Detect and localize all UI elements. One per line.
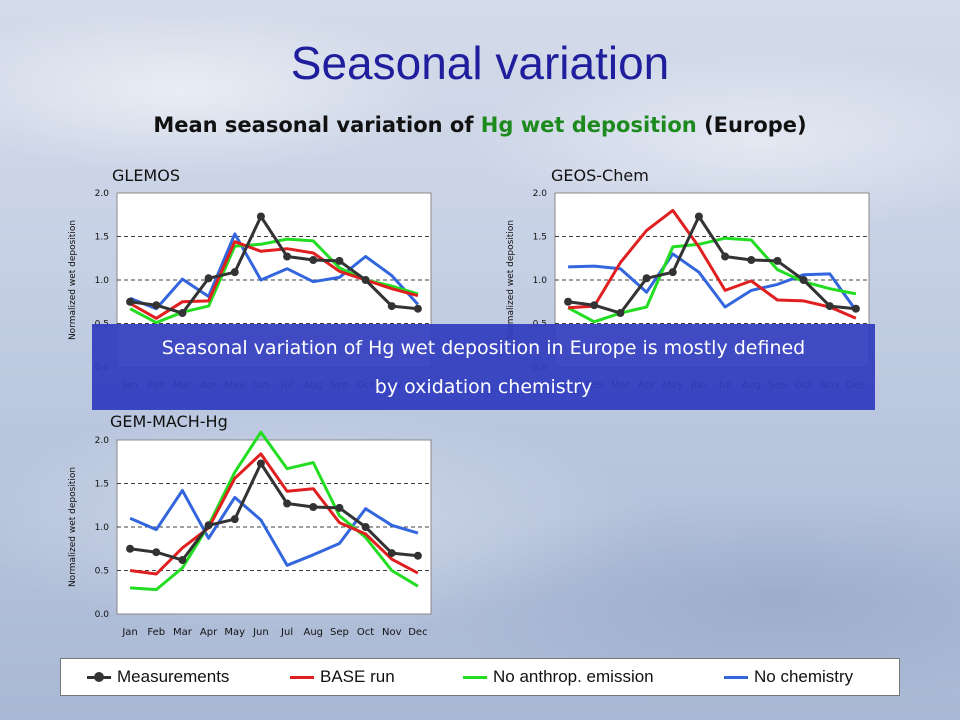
glemos-series-point — [335, 256, 344, 265]
geos-chem-series-point — [747, 255, 756, 264]
legend-label-base-run: BASE run — [320, 667, 395, 686]
gem-mach-hg-xtick-label: Apr — [200, 627, 218, 638]
gem-mach-hg-ytick-label: 1.5 — [95, 480, 109, 490]
banner-line-2: by oxidation chemistry — [374, 376, 593, 398]
gem-mach-hg-xtick-label: Jul — [280, 627, 293, 638]
geos-chem-ylabel: Normalized wet deposition — [506, 220, 516, 340]
subtitle-prefix: Mean seasonal variation of — [153, 113, 481, 137]
geos-chem-series-point — [799, 276, 808, 284]
subtitle-highlight: Hg wet deposition — [480, 113, 697, 137]
glemos-ytick-label: 2.0 — [95, 189, 110, 199]
gem-mach-hg-series-point — [387, 549, 396, 558]
gem-mach-hg-series-point — [413, 551, 422, 560]
geos-chem-ytick-label: 1.5 — [533, 233, 547, 243]
geos-chem-series-line — [568, 208, 857, 320]
gem-mach-hg-xtick-label: Oct — [357, 627, 374, 638]
geos-chem-ytick-label: 1.0 — [533, 276, 548, 286]
gem-mach-hg-series-point — [283, 499, 292, 508]
geos-chem-ytick-label: 2.0 — [533, 189, 548, 199]
slide-subtitle: Mean seasonal variation of Hg wet deposi… — [0, 113, 960, 137]
gem-mach-hg-xtick-label: Jan — [121, 627, 137, 638]
geos-chem-series-point — [773, 256, 782, 265]
glemos-series-point — [256, 212, 265, 221]
legend-item-measurements: Measurements — [87, 659, 229, 695]
geos-chem-series-point — [825, 302, 834, 311]
gem-mach-hg-ytick-label: 1.0 — [95, 523, 110, 533]
gem-mach-hg-series-point — [126, 544, 135, 553]
glemos-series-line — [129, 240, 419, 320]
gem-mach-hg-xtick-label: Sep — [330, 627, 349, 638]
glemos-series-point — [178, 309, 187, 318]
gem-mach-hg-xtick-label: May — [224, 627, 245, 638]
legend-swatch-no-anthrop — [463, 675, 487, 679]
gem-mach-hg-xtick-label: Nov — [382, 627, 402, 638]
legend-swatch-base-run — [290, 675, 314, 679]
legend-label-no-chemistry: No chemistry — [754, 667, 854, 686]
geos-chem-panel-title: GEOS-Chem — [551, 166, 649, 185]
legend-swatch-measurements — [87, 671, 111, 682]
gem-mach-hg-series-point — [178, 556, 187, 565]
glemos-series-point — [204, 274, 213, 283]
legend-swatch-no-chemistry — [724, 675, 748, 679]
legend-marker-dot — [94, 671, 104, 682]
glemos-series-point — [230, 268, 239, 277]
conclusion-banner: Seasonal variation of Hg wet deposition … — [92, 324, 875, 410]
geos-chem-series-point — [694, 212, 703, 221]
glemos-ytick-label: 1.0 — [95, 276, 110, 286]
legend-item-no-chemistry: No chemistry — [724, 659, 853, 695]
gem-mach-hg-series-point — [309, 502, 318, 511]
glemos-ylabel: Normalized wet deposition — [68, 220, 78, 340]
gem-mach-hg-series-point — [230, 515, 239, 524]
geos-chem-series-point — [564, 297, 573, 306]
slide-title: Seasonal variation — [290, 37, 670, 89]
gem-mach-hg-ytick-label: 0.5 — [95, 567, 109, 577]
gem-mach-hg-series-line — [129, 489, 419, 567]
glemos-ytick-label: 1.5 — [95, 233, 109, 243]
gem-mach-hg-xtick-label: Mar — [173, 627, 193, 638]
glemos-series-point — [309, 255, 318, 264]
glemos-series-point — [126, 297, 135, 306]
gem-mach-hg-xtick-label: Dec — [408, 627, 427, 638]
glemos-panel-title: GLEMOS — [112, 166, 180, 185]
geos-chem-series-point — [721, 252, 730, 261]
glemos-series-point — [152, 301, 161, 310]
gem-mach-hg-series-line — [129, 462, 419, 562]
legend-item-base-run: BASE run — [290, 659, 395, 695]
subtitle-suffix: (Europe) — [696, 113, 807, 137]
geos-chem-series-point — [590, 301, 599, 310]
gem-mach-hg-series-line — [129, 452, 419, 576]
glemos-series-line — [129, 232, 420, 311]
gem-mach-hg-xtick-label: Aug — [303, 627, 323, 638]
gem-mach-hg-xtick-label: Jun — [252, 627, 269, 638]
glemos-series-point — [361, 276, 370, 284]
gem-mach-hg-series-point — [204, 521, 213, 530]
geos-chem-series-point — [851, 304, 860, 313]
gem-mach-hg-ytick-label: 2.0 — [95, 436, 110, 446]
legend-label-no-anthrop: No anthrop. emission — [493, 667, 654, 686]
glemos-series-point — [413, 304, 422, 313]
glemos-series-line — [129, 215, 419, 315]
legend-label-measurements: Measurements — [117, 667, 230, 686]
gem-mach-hg-series-point — [361, 523, 370, 531]
gem-mach-hg-xtick-label: Feb — [147, 627, 165, 638]
gem-mach-hg-series-point — [256, 459, 265, 468]
geos-chem-series-point — [616, 309, 625, 318]
geos-chem-series-point — [642, 274, 651, 283]
gem-mach-hg-ytick-label: 0.0 — [95, 610, 110, 620]
gem-mach-hg-ylabel: Normalized wet deposition — [68, 467, 78, 587]
gem-mach-hg-series-point — [335, 503, 344, 512]
glemos-series-point — [387, 302, 396, 311]
gem-mach-hg-panel-title: GEM-MACH-Hg — [110, 412, 228, 431]
legend-item-no-anthrop: No anthrop. emission — [463, 659, 654, 695]
geos-chem-series-point — [668, 268, 677, 277]
geos-chem-series-line — [567, 215, 857, 315]
chart-legend: Measurements BASE run No anthrop. emissi… — [60, 658, 900, 696]
glemos-series-point — [283, 252, 292, 261]
banner-line-1: Seasonal variation of Hg wet deposition … — [161, 337, 806, 359]
gem-mach-hg-series-line — [130, 430, 419, 592]
gem-mach-hg-series-point — [152, 548, 161, 557]
